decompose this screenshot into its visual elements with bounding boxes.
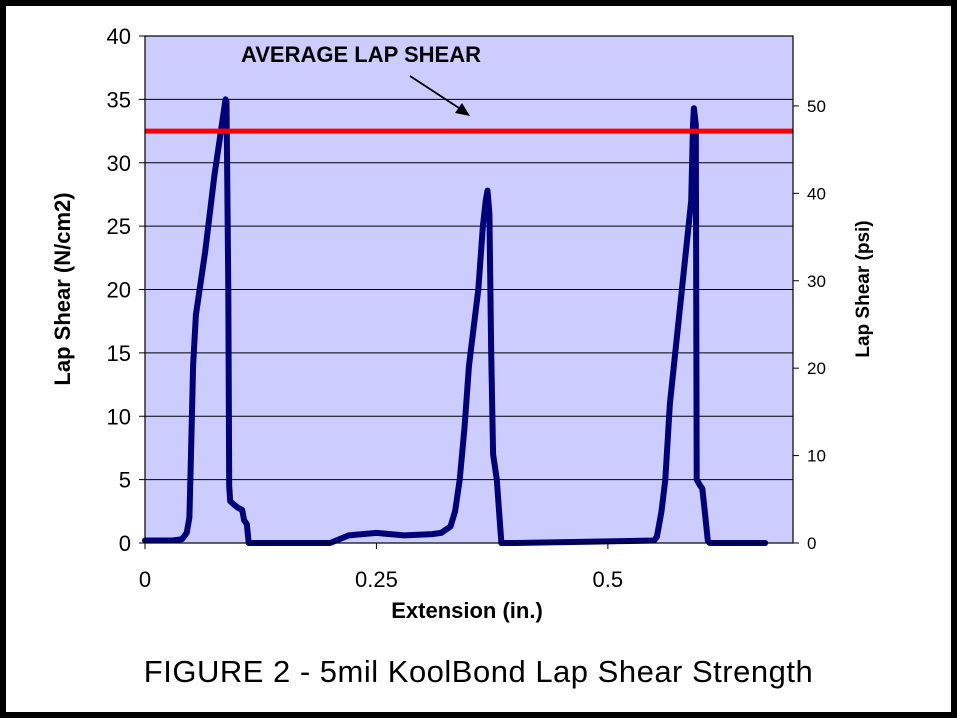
y-tick-label: 30 [107, 151, 131, 176]
y-tick-label: 15 [107, 341, 131, 366]
figure-caption: FIGURE 2 - 5mil KoolBond Lap Shear Stren… [143, 654, 814, 689]
annotation-group: AVERAGE LAP SHEAR [241, 42, 481, 116]
y-tick-label: 5 [119, 468, 131, 493]
x-axis-label: Extension (in.) [391, 598, 543, 623]
y-axis-right-ticks: 0 10 20 30 40 50 [793, 97, 826, 553]
annotation-arrowhead [455, 103, 470, 116]
y2-tick-label: 30 [807, 272, 826, 291]
y-tick-label: 40 [107, 24, 131, 49]
y-tick-label: 20 [107, 278, 131, 303]
y-axis-right-label: Lap Shear (psi) [853, 220, 874, 357]
y2-tick-label: 10 [807, 447, 826, 466]
x-axis-ticks: 0 0.25 0.5 [139, 543, 623, 592]
y-axis-left-label: Lap Shear (N/cm2) [50, 192, 75, 385]
x-tick-label: 0.25 [355, 567, 398, 592]
y2-tick-label: 50 [807, 97, 826, 116]
y-tick-label: 25 [107, 214, 131, 239]
series-group [142, 96, 769, 546]
x-tick-label: 0 [139, 567, 151, 592]
y2-tick-label: 40 [807, 184, 826, 203]
series-line-0 [142, 96, 769, 546]
y2-tick-label: 20 [807, 359, 826, 378]
x-tick-label: 0.5 [593, 567, 624, 592]
y-axis-left-ticks: 0 5 10 15 20 25 30 35 40 [107, 24, 145, 556]
average-lap-shear-label: AVERAGE LAP SHEAR [241, 42, 481, 67]
annotation-arrow-shaft [409, 75, 463, 111]
y2-tick-label: 0 [807, 534, 816, 553]
y-tick-label: 10 [107, 404, 131, 429]
y-tick-label: 35 [107, 87, 131, 112]
y-tick-label: 0 [119, 531, 131, 556]
